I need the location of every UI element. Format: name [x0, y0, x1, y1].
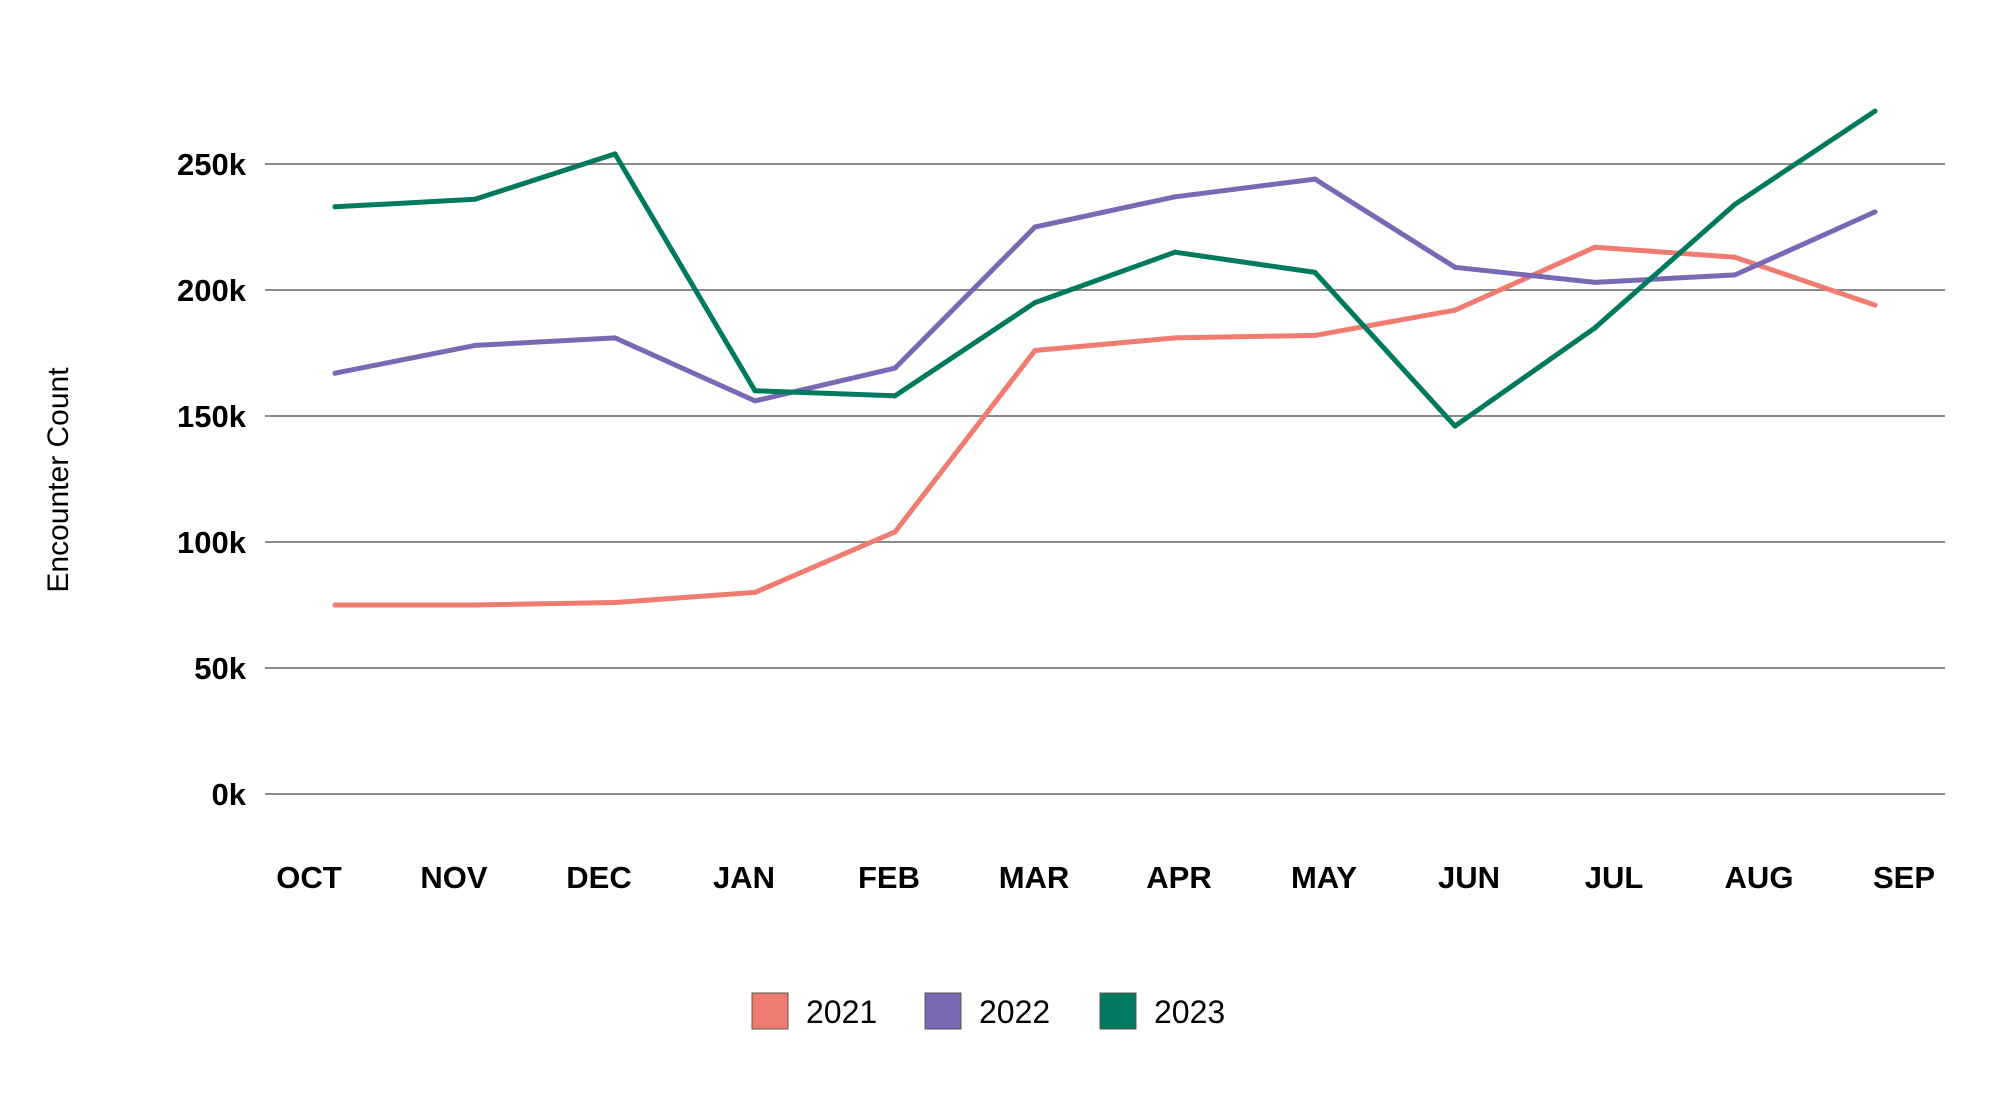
legend-label: 2022 [979, 994, 1050, 1030]
data-point-2023 [1312, 269, 1318, 275]
data-point-2022 [1032, 224, 1038, 230]
data-point-2022 [1872, 209, 1878, 215]
legend-item-2022: 2022 [924, 992, 1050, 1030]
legend: 2021 2022 2023 [751, 992, 1225, 1030]
x-tick-label: MAY [1291, 860, 1357, 895]
data-point-2023 [472, 196, 478, 202]
data-point-2022 [752, 398, 758, 404]
legend-swatch [924, 992, 962, 1030]
legend-item-2021: 2021 [751, 992, 877, 1030]
y-tick-label: 200k [177, 273, 247, 308]
data-point-2023 [1172, 249, 1178, 255]
data-point-2023 [752, 388, 758, 394]
data-point-2022 [472, 342, 478, 348]
y-tick-label: 50k [194, 651, 246, 686]
data-point-2022 [332, 370, 338, 376]
series-line-2022 [332, 176, 1878, 404]
data-point-2023 [1452, 423, 1458, 429]
data-point-2021 [1312, 332, 1318, 338]
x-tick-label: SEP [1873, 860, 1935, 895]
x-tick-label: JAN [713, 860, 775, 895]
series-line-2023 [332, 108, 1878, 429]
data-point-2022 [612, 335, 618, 341]
data-point-2023 [1032, 300, 1038, 306]
y-tick-label: 250k [177, 147, 247, 182]
grid-layer [265, 163, 1945, 795]
data-point-2022 [1172, 194, 1178, 200]
data-point-2023 [892, 393, 898, 399]
data-point-2021 [1872, 302, 1878, 308]
data-point-2021 [892, 529, 898, 535]
legend-swatch [1099, 992, 1137, 1030]
y-axis-ticks: 0k 50k 100k 150k 200k 250k [177, 147, 247, 812]
x-tick-label: JUN [1438, 860, 1500, 895]
series-layer [332, 108, 1878, 608]
x-tick-label: FEB [858, 860, 920, 895]
x-tick-label: MAR [999, 860, 1070, 895]
data-point-2023 [332, 204, 338, 210]
x-tick-label: NOV [420, 860, 488, 895]
y-tick-label: 100k [177, 525, 247, 560]
data-point-2021 [472, 602, 478, 608]
data-point-2021 [1032, 348, 1038, 353]
data-point-2021 [1592, 244, 1598, 250]
data-point-2022 [1592, 279, 1598, 285]
data-point-2023 [1592, 325, 1598, 331]
x-tick-label: AUG [1725, 860, 1794, 895]
legend-label: 2023 [1154, 994, 1225, 1030]
series-line-2021 [332, 244, 1878, 608]
data-point-2021 [1172, 335, 1178, 341]
y-tick-label: 0k [212, 777, 247, 812]
legend-item-2023: 2023 [1099, 992, 1225, 1030]
data-point-2022 [892, 365, 898, 371]
data-point-2022 [1732, 272, 1738, 278]
x-axis-ticks: OCT NOV DEC JAN FEB MAR APR MAY JUN JUL AUG SEP [276, 860, 1935, 895]
y-axis-label: Encounter Count [42, 367, 75, 593]
data-point-2023 [612, 151, 618, 157]
legend-label: 2021 [806, 994, 877, 1030]
data-point-2022 [1452, 264, 1458, 270]
x-tick-label: JUL [1585, 860, 1644, 895]
data-point-2021 [612, 600, 618, 605]
data-point-2021 [752, 589, 758, 595]
x-tick-label: DEC [566, 860, 631, 895]
data-point-2021 [332, 602, 338, 608]
data-point-2023 [1872, 108, 1878, 114]
data-point-2023 [1732, 201, 1738, 207]
x-tick-label: OCT [276, 860, 342, 895]
legend-swatch [751, 992, 789, 1030]
data-point-2021 [1452, 307, 1458, 313]
data-point-2022 [1312, 176, 1318, 182]
x-tick-label: APR [1146, 860, 1211, 895]
data-point-2021 [1732, 254, 1738, 260]
y-tick-label: 150k [177, 399, 247, 434]
